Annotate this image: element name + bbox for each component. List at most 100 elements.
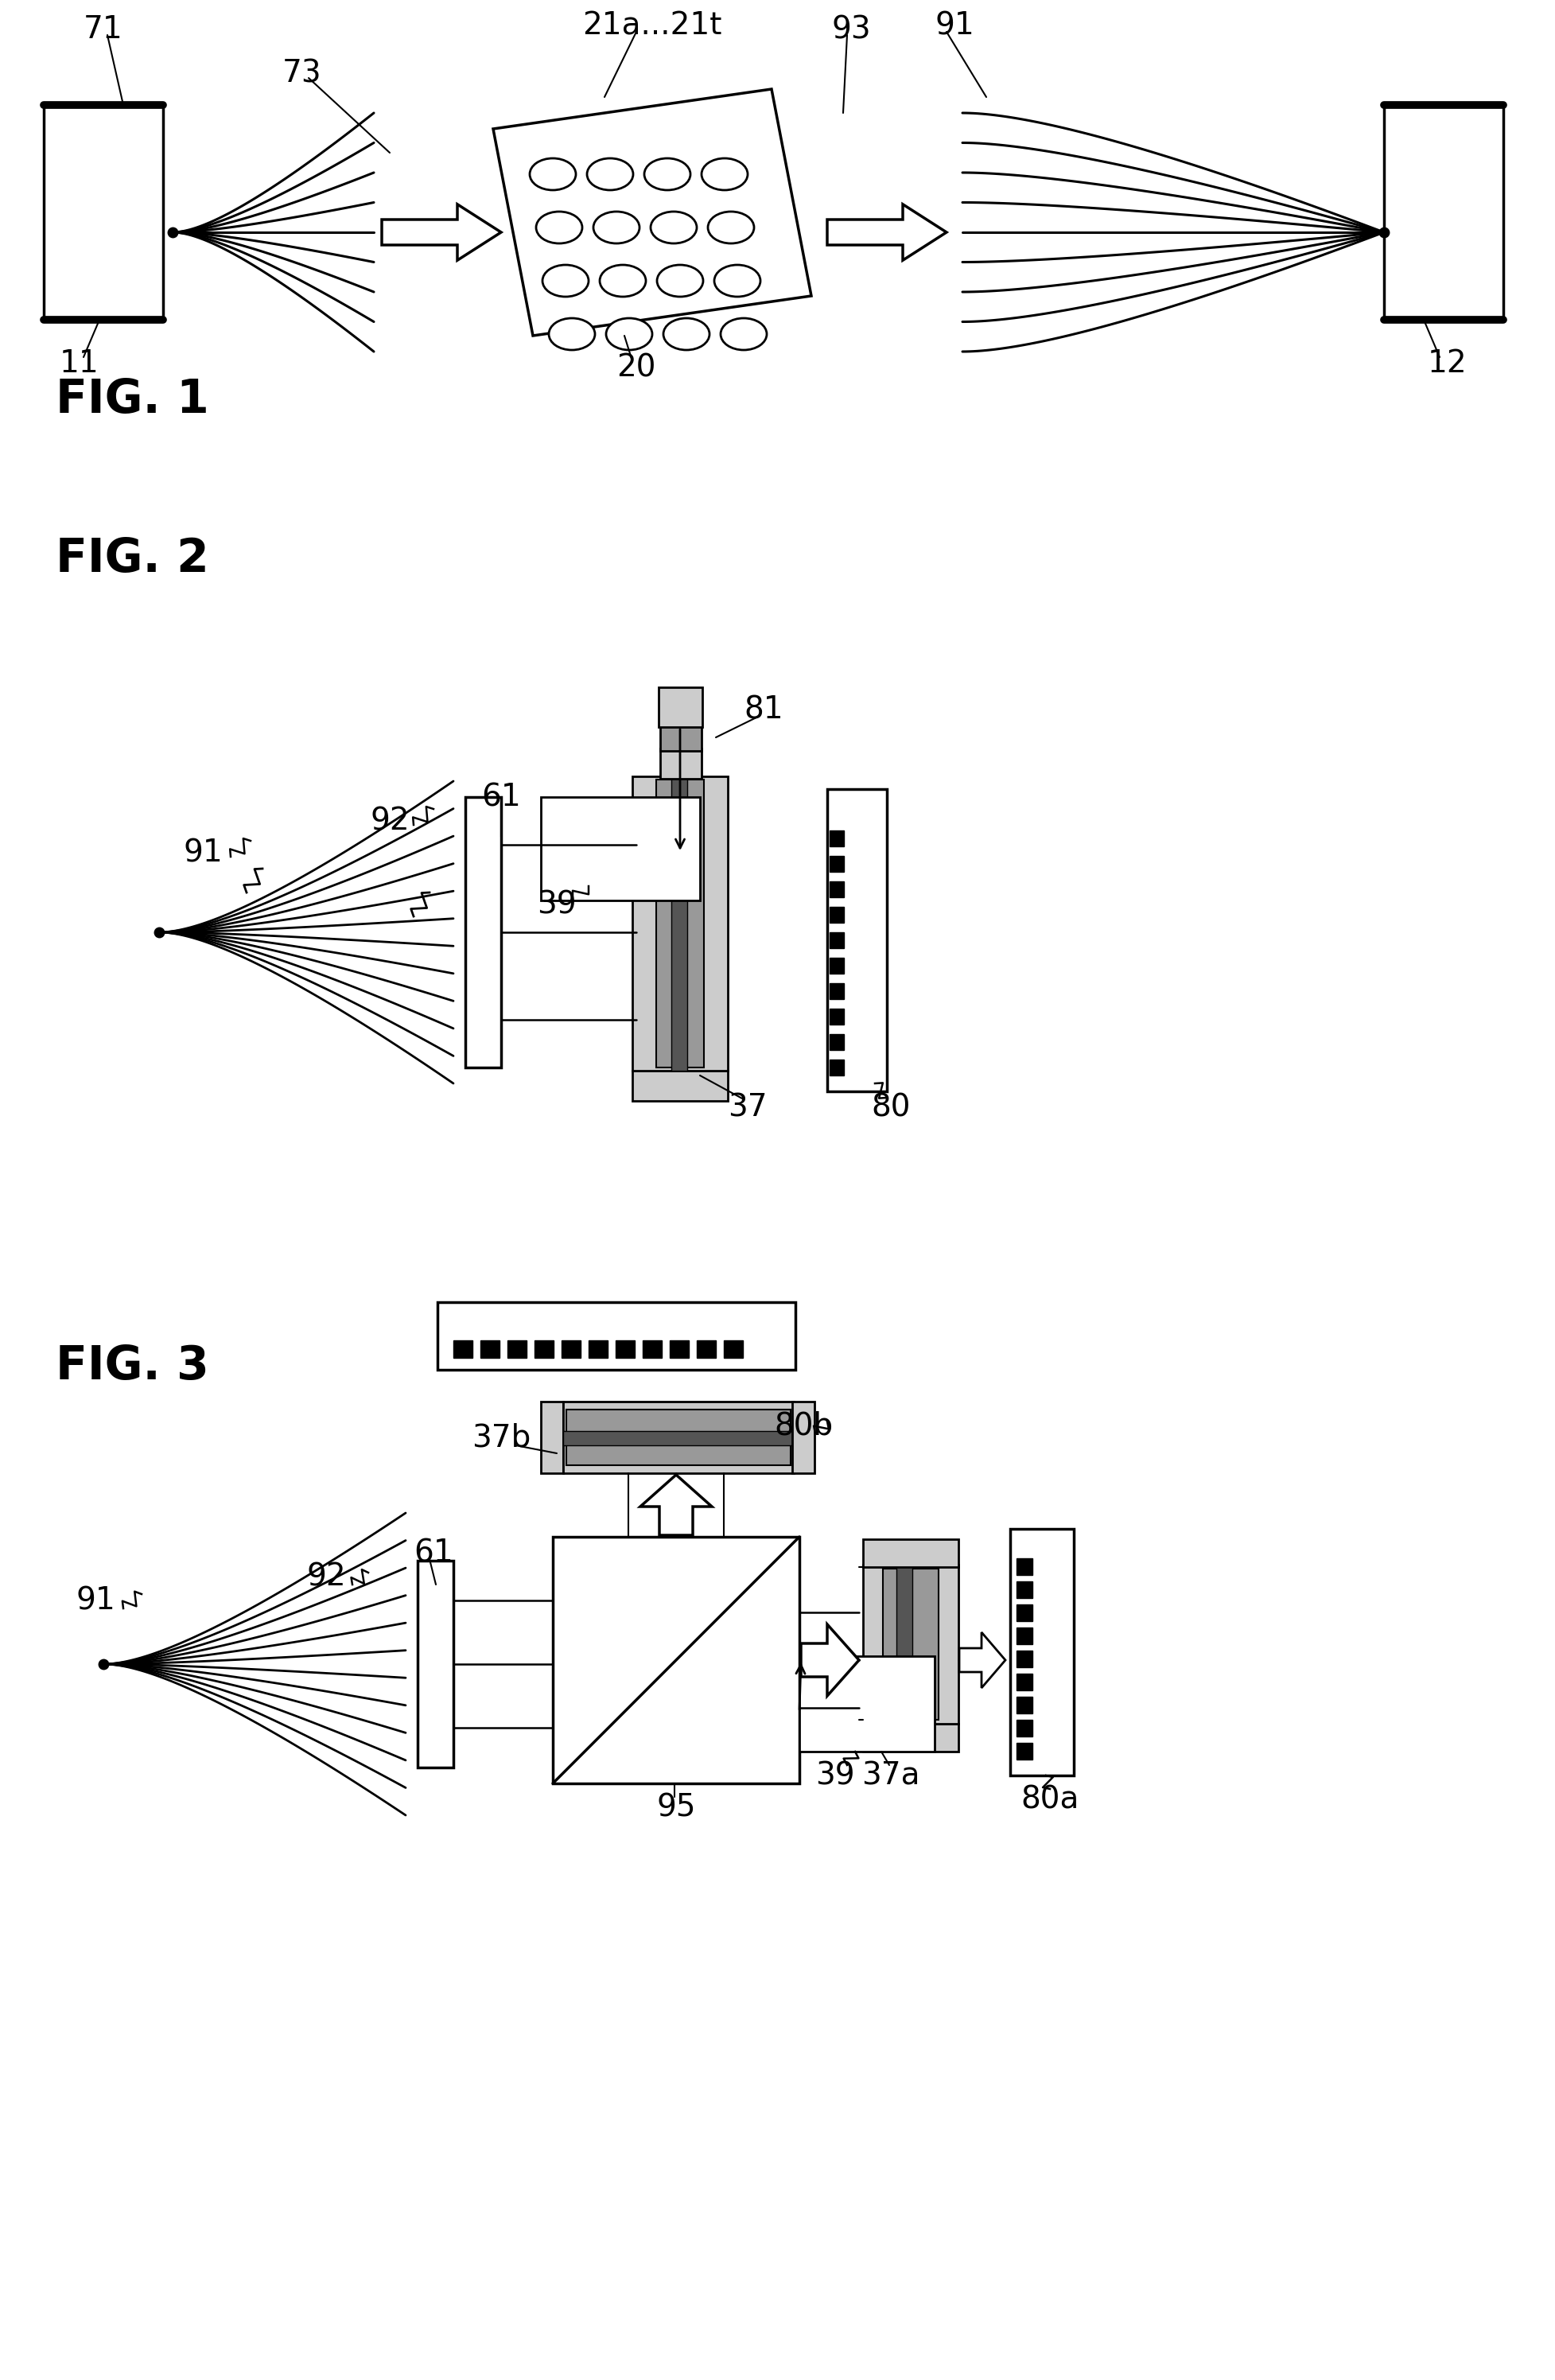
Text: 91: 91 — [76, 1585, 115, 1616]
Bar — [830, 933, 844, 947]
Text: 39: 39 — [815, 1761, 855, 1790]
Ellipse shape — [720, 319, 767, 350]
Text: 95: 95 — [656, 1792, 695, 1823]
Polygon shape — [493, 88, 812, 336]
Bar — [633, 1071, 728, 1102]
Ellipse shape — [606, 319, 652, 350]
Ellipse shape — [714, 264, 760, 298]
Bar — [1011, 1528, 1075, 1775]
Ellipse shape — [549, 319, 596, 350]
Ellipse shape — [701, 159, 748, 190]
Text: FIG. 2: FIG. 2 — [56, 536, 208, 581]
Bar — [1017, 1652, 1033, 1668]
Bar — [670, 1340, 689, 1359]
Text: 91: 91 — [935, 10, 975, 40]
Bar — [830, 1033, 844, 1050]
Text: 93: 93 — [832, 14, 871, 45]
Bar — [454, 1340, 473, 1359]
Text: 71: 71 — [84, 14, 123, 45]
Bar — [633, 776, 728, 1071]
Bar — [799, 1656, 935, 1752]
Text: 21a...21t: 21a...21t — [583, 10, 722, 40]
Text: 73: 73 — [283, 57, 322, 88]
Text: 37: 37 — [728, 1092, 768, 1123]
Bar — [863, 1540, 958, 1566]
Text: FIG. 1: FIG. 1 — [56, 376, 208, 421]
Bar — [723, 1340, 743, 1359]
Text: FIG. 3: FIG. 3 — [56, 1342, 208, 1388]
Bar — [1017, 1673, 1033, 1690]
Text: 20: 20 — [617, 352, 656, 383]
Bar — [1017, 1580, 1033, 1597]
Bar — [656, 781, 704, 1069]
Bar — [863, 1564, 958, 1723]
Bar — [541, 797, 700, 900]
Bar — [827, 790, 886, 1092]
Bar — [830, 881, 844, 897]
Bar — [563, 1402, 793, 1473]
Bar — [830, 1009, 844, 1023]
Bar — [791, 1402, 815, 1473]
Bar — [563, 1430, 793, 1445]
FancyArrow shape — [801, 1623, 858, 1697]
Bar — [896, 1564, 913, 1723]
Ellipse shape — [658, 264, 703, 298]
FancyArrow shape — [383, 205, 501, 259]
Text: 80a: 80a — [1020, 1785, 1079, 1814]
Bar — [1017, 1697, 1033, 1714]
Bar — [1017, 1721, 1033, 1737]
Text: 12: 12 — [1427, 347, 1468, 378]
Bar — [672, 776, 687, 1071]
Text: 91: 91 — [183, 838, 222, 869]
Bar — [541, 1402, 563, 1473]
Ellipse shape — [543, 264, 589, 298]
Ellipse shape — [664, 319, 709, 350]
Ellipse shape — [708, 212, 754, 243]
Ellipse shape — [536, 212, 582, 243]
Bar — [830, 907, 844, 923]
Bar — [552, 1537, 799, 1783]
Bar — [44, 105, 163, 319]
Bar — [697, 1340, 715, 1359]
Bar — [661, 750, 701, 778]
Bar — [616, 1340, 634, 1359]
Bar — [437, 1302, 796, 1371]
Bar — [863, 1723, 958, 1752]
Bar — [465, 797, 501, 1069]
Text: 61: 61 — [414, 1537, 453, 1568]
Bar — [1017, 1628, 1033, 1645]
Ellipse shape — [594, 212, 639, 243]
Text: 80: 80 — [871, 1092, 911, 1123]
Bar — [830, 983, 844, 1000]
Bar — [589, 1340, 608, 1359]
Text: 80b: 80b — [774, 1411, 833, 1440]
Bar — [561, 1340, 580, 1359]
Bar — [830, 1059, 844, 1076]
Ellipse shape — [586, 159, 633, 190]
Ellipse shape — [530, 159, 575, 190]
FancyArrow shape — [959, 1633, 1006, 1687]
Text: 37b: 37b — [471, 1423, 530, 1452]
Bar — [418, 1561, 454, 1768]
Bar — [661, 726, 701, 752]
Bar — [1017, 1559, 1033, 1576]
Bar — [659, 688, 703, 726]
Bar — [642, 1340, 662, 1359]
Ellipse shape — [600, 264, 645, 298]
FancyArrow shape — [827, 205, 947, 259]
Text: 92: 92 — [306, 1561, 345, 1592]
Text: 81: 81 — [743, 695, 784, 724]
Bar — [830, 957, 844, 973]
Text: 11: 11 — [59, 347, 100, 378]
Bar — [1017, 1604, 1033, 1621]
Bar — [507, 1340, 527, 1359]
Bar — [830, 831, 844, 847]
Bar — [883, 1568, 939, 1721]
Bar — [1017, 1742, 1033, 1759]
Ellipse shape — [644, 159, 690, 190]
Bar — [1384, 105, 1504, 319]
Bar — [566, 1409, 790, 1466]
FancyArrow shape — [641, 1476, 712, 1535]
Text: 92: 92 — [370, 807, 409, 835]
Ellipse shape — [650, 212, 697, 243]
